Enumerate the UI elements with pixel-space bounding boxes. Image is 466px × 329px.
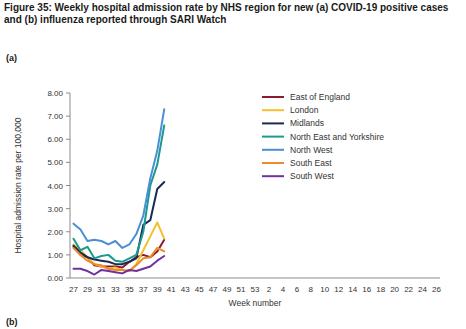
legend-swatch [262,109,284,111]
y-tick-label: 2.00 [47,228,63,237]
y-tick [66,93,70,94]
y-tick [66,162,70,163]
x-tick-label: 43 [181,285,190,294]
x-tick-label: 41 [167,285,176,294]
x-tick-label: 8 [309,285,314,294]
legend-swatch [262,122,284,124]
y-tick-label: 3.00 [47,205,63,214]
y-tick-label: 6.00 [47,135,63,144]
legend-swatch [262,175,284,177]
y-tick-label: 5.00 [47,158,63,167]
x-tick-label: 26 [432,285,441,294]
legend-swatch [262,162,284,164]
legend-label: North East and Yorkshire [290,132,384,142]
y-tick-label: 0.00 [47,274,63,283]
x-tick-label: 45 [195,285,204,294]
y-tick [66,254,70,255]
legend-label: London [290,105,319,115]
chart-title: Figure 35: Weekly hospital admission rat… [4,2,456,26]
x-tick-label: 31 [97,285,106,294]
x-tick-label: 29 [83,285,92,294]
chart-svg: (a) (b) 0.00 1.00 2.00 3.00 4.00 5.00 6.00 7.00 8.… [0,0,466,329]
y-tick [66,185,70,186]
x-tick-label: 22 [404,285,413,294]
y-tick-label: 8.00 [47,89,63,98]
x-tick-label: 33 [111,285,120,294]
legend-label: South East [290,158,332,168]
y-tick-label: 7.00 [47,112,63,121]
y-tick-label: 4.00 [47,182,63,191]
x-tick-label: 16 [362,285,371,294]
x-tick-label: 12 [334,285,343,294]
x-tick-label: 27 [69,285,78,294]
x-tick-label: 51 [237,285,246,294]
y-tick [66,231,70,232]
x-tick-label: 4 [281,285,286,294]
series-line [73,182,164,264]
panel-label: (a) [6,53,17,63]
x-axis-label: Week number [229,298,282,308]
x-tick-label: 37 [139,285,148,294]
legend-label: South West [290,171,334,181]
x-tick-label: 20 [390,285,399,294]
legend-label: East of England [290,92,350,102]
plot-lines [73,109,164,274]
y-tick [66,208,70,209]
x-tick-label: 49 [223,285,232,294]
x-tick-label: 53 [251,285,260,294]
y-axis-label: Hospital admission rate per 100,000 [13,117,23,253]
x-tick-label: 18 [376,285,385,294]
x-axis-line [70,278,440,279]
x-tick-label: 6 [295,285,300,294]
y-tick [66,139,70,140]
series-line [73,256,164,275]
x-tick-label: 10 [320,285,329,294]
panel-label: (b) [6,317,18,327]
legend-label: Midlands [290,118,324,128]
x-tick-label: 35 [125,285,134,294]
x-tick-label: 24 [418,285,427,294]
legend-swatch [262,136,284,138]
y-tick-label: 1.00 [47,251,63,260]
legend-swatch [262,96,284,98]
series-line [73,109,164,248]
x-tick-label: 2 [267,285,272,294]
x-tick-label: 47 [209,285,218,294]
y-tick [66,116,70,117]
legend-swatch [262,149,284,151]
y-tick [66,278,70,279]
x-tick-label: 39 [153,285,162,294]
series-line [73,248,164,271]
x-tick-label: 14 [348,285,357,294]
legend-label: North West [290,145,333,155]
